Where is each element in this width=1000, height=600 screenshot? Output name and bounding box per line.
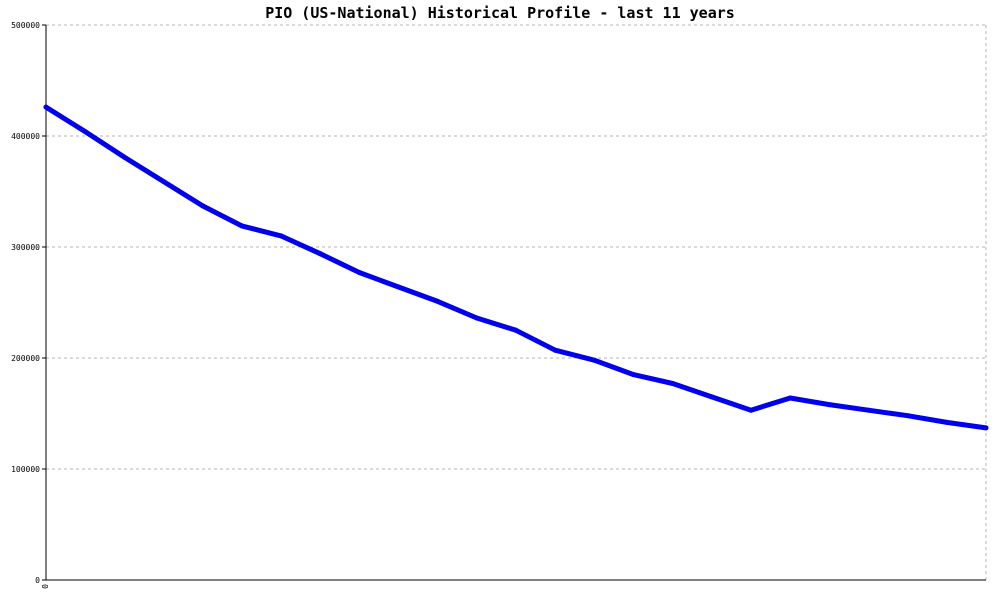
data-point — [435, 298, 441, 304]
axis-layer: 0 100000 200000 300000 400000 500000 0 — [11, 21, 986, 589]
data-point — [631, 372, 636, 378]
y-tick-label: 200000 — [11, 354, 40, 363]
data-point — [396, 284, 401, 290]
data-point — [709, 394, 715, 400]
data-point — [670, 381, 676, 386]
data-point — [161, 179, 166, 184]
data-point — [552, 347, 558, 353]
data-point — [983, 425, 989, 431]
y-tick-label: 500000 — [11, 21, 40, 30]
data-point — [905, 413, 911, 419]
chart-title: PIO (US-National) Historical Profile - l… — [265, 4, 735, 22]
grid-layer — [46, 24, 987, 580]
series-line — [43, 104, 989, 431]
data-point — [43, 104, 49, 110]
data-point — [826, 402, 832, 408]
y-tick-label: 100000 — [11, 465, 40, 474]
data-point — [121, 154, 127, 160]
y-tick-label: 400000 — [11, 132, 40, 141]
data-point — [239, 223, 245, 229]
y-tick-label: 300000 — [11, 243, 40, 252]
data-point — [82, 129, 88, 135]
x-tick-label: 0 — [41, 584, 50, 589]
data-point — [474, 315, 480, 321]
data-point — [200, 203, 206, 209]
data-point — [944, 419, 950, 425]
data-point — [591, 357, 597, 363]
data-point — [787, 395, 793, 401]
data-point — [513, 327, 519, 333]
series-layer — [43, 104, 989, 431]
data-point — [317, 251, 323, 257]
y-tick-label: 0 — [35, 576, 40, 585]
data-point — [866, 407, 871, 413]
data-point — [356, 270, 362, 275]
data-point — [748, 407, 754, 413]
data-point — [278, 233, 284, 239]
